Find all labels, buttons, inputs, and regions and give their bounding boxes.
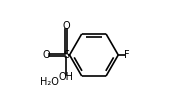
Text: O: O [43,50,51,60]
Text: OH: OH [59,72,74,82]
Text: O: O [62,21,70,31]
Text: S: S [63,50,69,60]
Text: F: F [124,50,130,60]
Text: H₂O: H₂O [39,77,58,87]
